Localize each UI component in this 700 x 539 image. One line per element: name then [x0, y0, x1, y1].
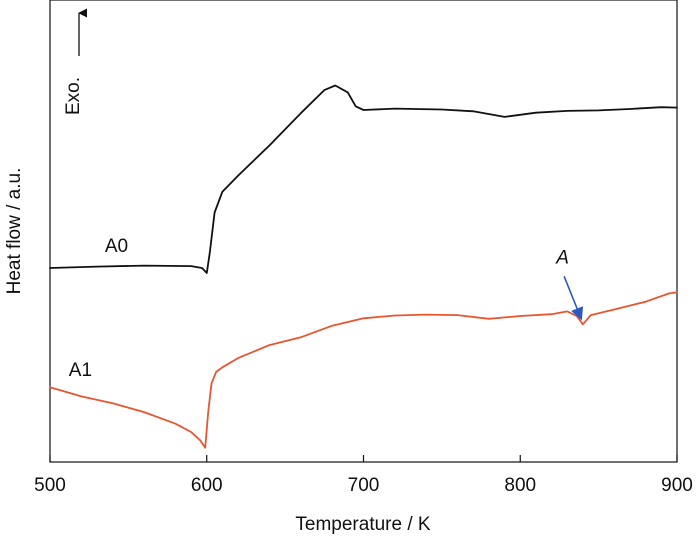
y-axis-title: Heat flow / a.u. [4, 168, 25, 295]
x-axis-ticks: 500 600 700 800 900 [34, 455, 693, 496]
x-tick-label-600: 600 [191, 475, 223, 496]
series-line-a1 [49, 291, 678, 449]
exo-label: Exo. [63, 77, 84, 115]
x-tick-label-700: 700 [348, 475, 380, 496]
plot-frame [49, 0, 678, 463]
series-label-a0: A0 [105, 236, 128, 257]
x-axis-title: Temperature / K [295, 514, 430, 535]
series-labels: A0 A1 [69, 236, 128, 381]
annotation-arrow-icon [563, 275, 584, 321]
series-lines [49, 84, 678, 449]
x-tick-label-500: 500 [34, 475, 66, 496]
series-label-a1: A1 [69, 360, 92, 381]
series-line-a0 [49, 84, 678, 274]
annotation-label-0: A [555, 247, 569, 268]
exo-indicator: Exo. [63, 8, 88, 115]
x-tick-label-800: 800 [504, 475, 536, 496]
annotations: A [555, 247, 584, 321]
x-tick-label-900: 900 [661, 475, 693, 496]
